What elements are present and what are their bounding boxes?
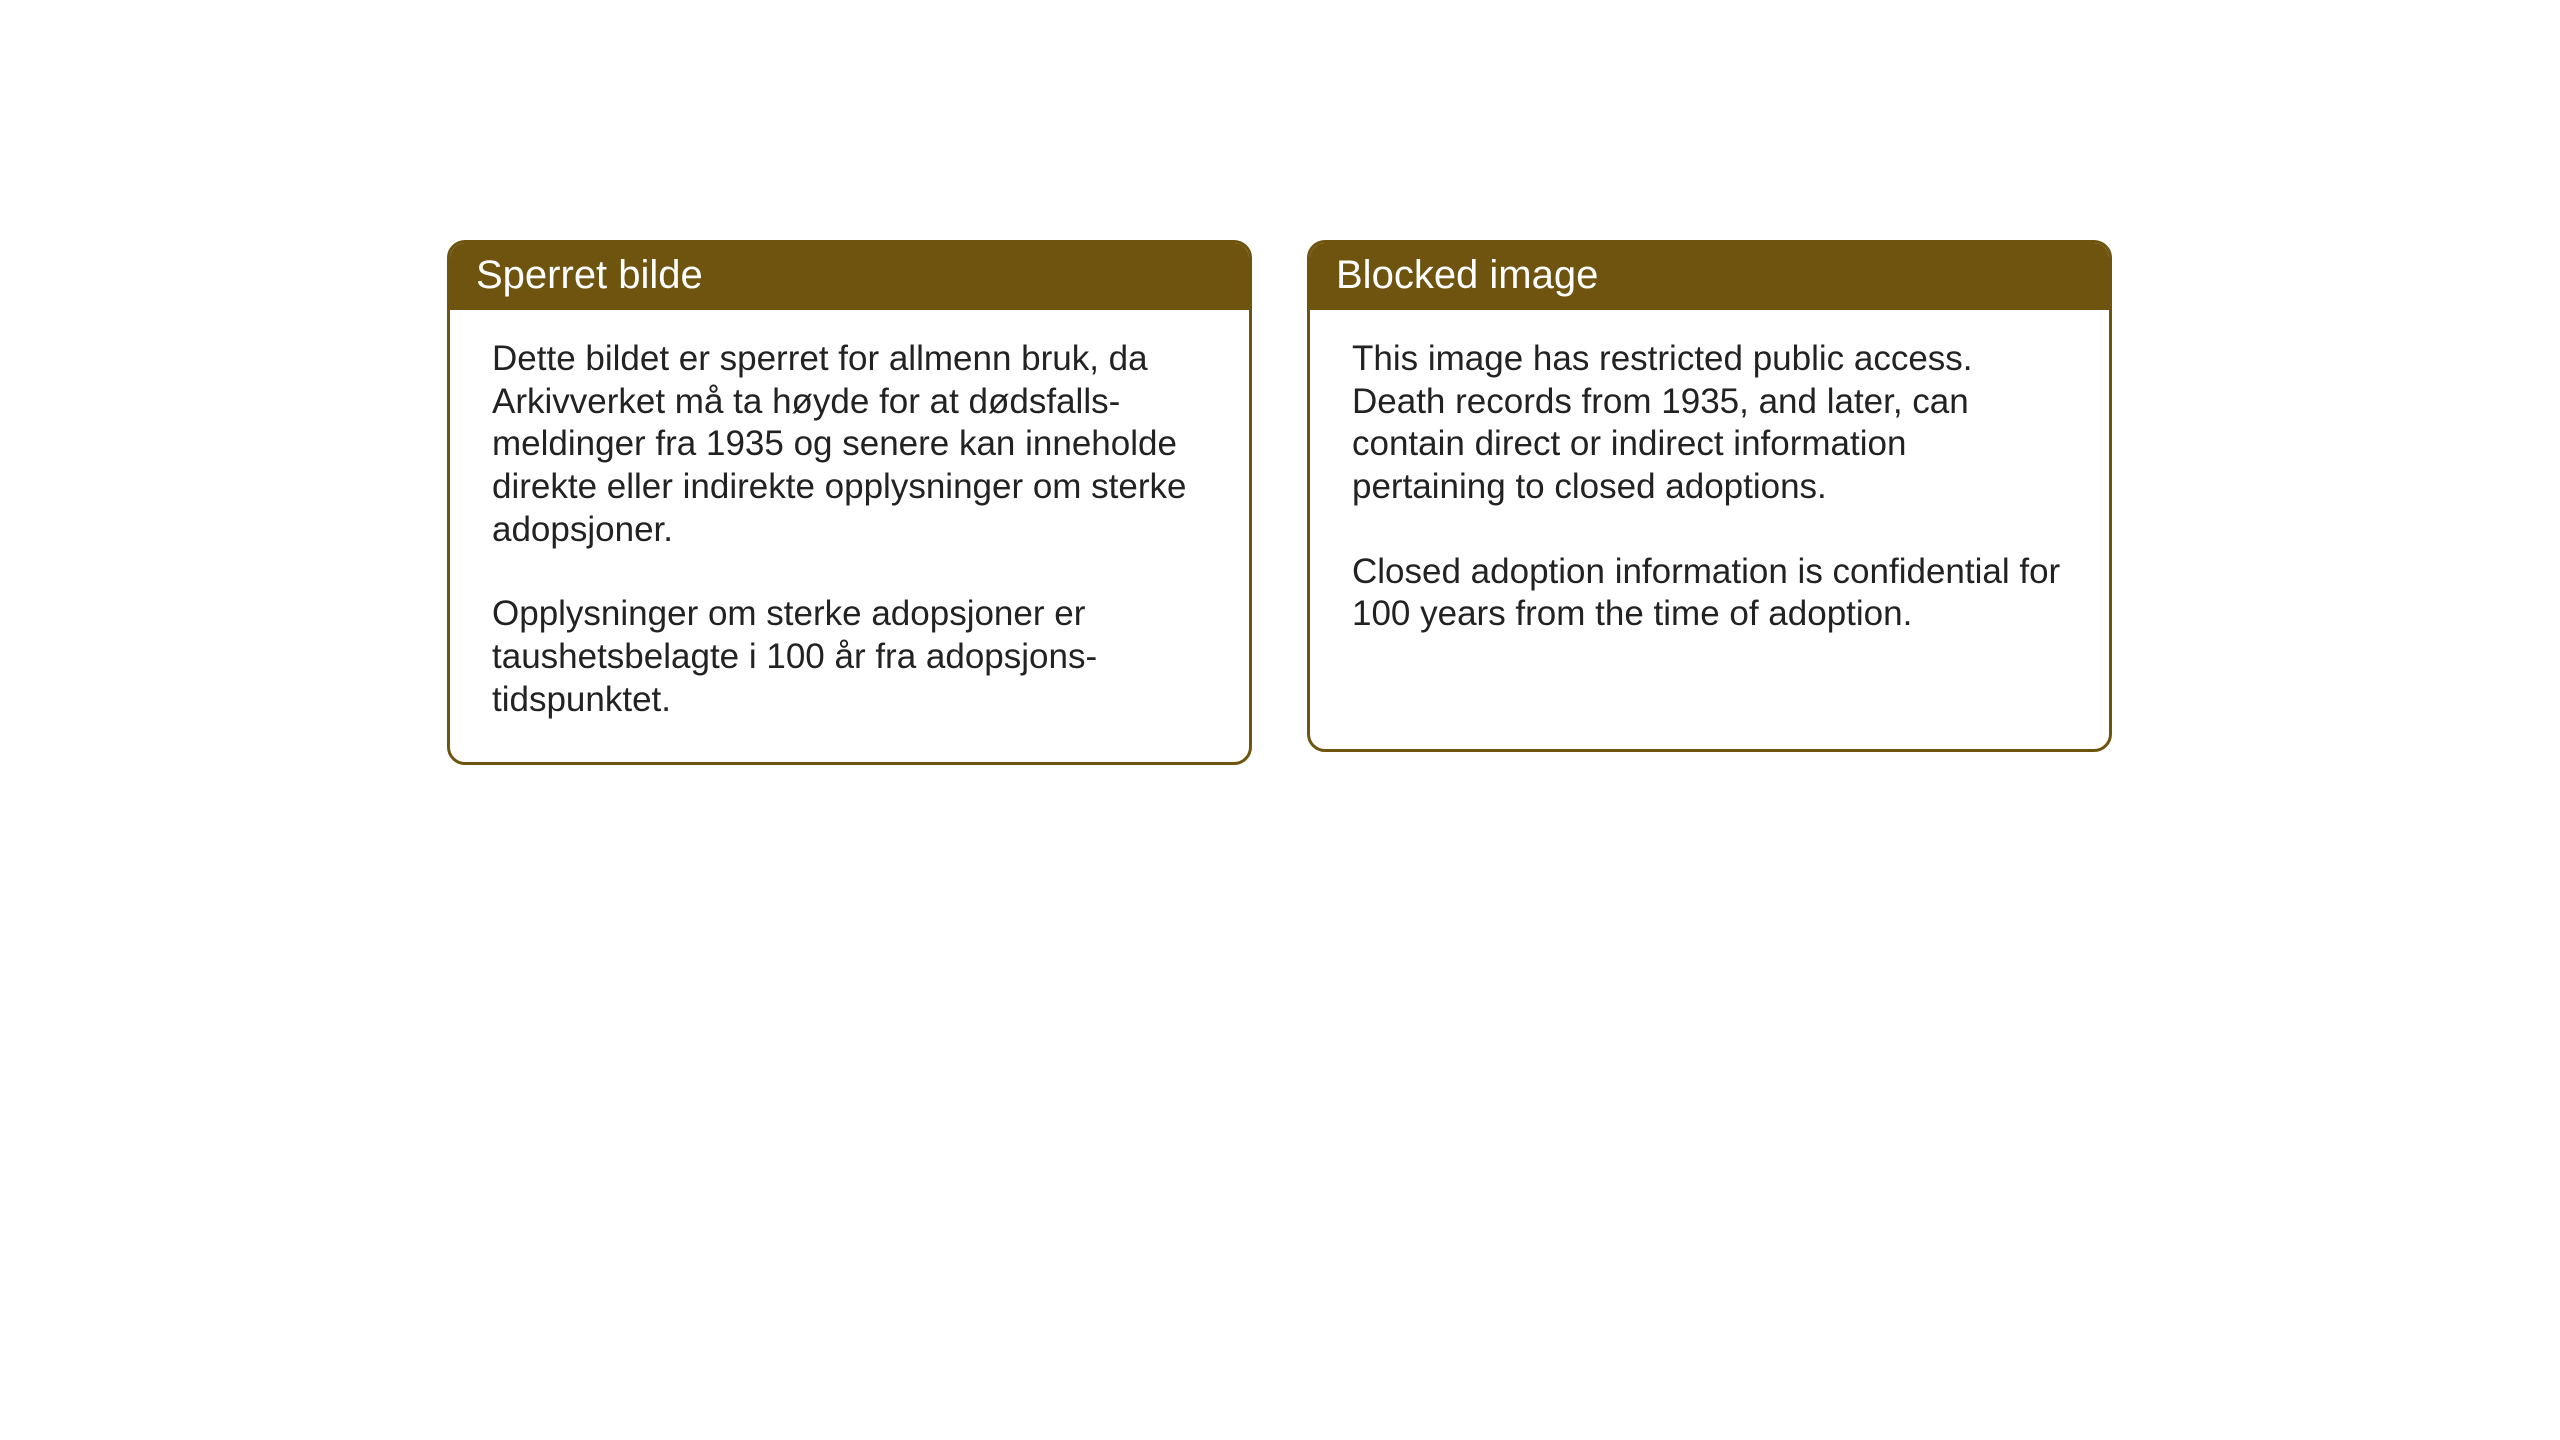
norwegian-card-body: Dette bildet er sperret for allmenn bruk… [450, 310, 1249, 762]
notice-container: Sperret bilde Dette bildet er sperret fo… [0, 0, 2560, 765]
norwegian-paragraph-1: Dette bildet er sperret for allmenn bruk… [492, 338, 1207, 551]
norwegian-paragraph-2: Opplysninger om sterke adopsjoner er tau… [492, 593, 1207, 721]
english-card-body: This image has restricted public access.… [1310, 310, 2109, 676]
norwegian-card-title: Sperret bilde [450, 243, 1249, 310]
english-paragraph-1: This image has restricted public access.… [1352, 338, 2067, 509]
english-notice-card: Blocked image This image has restricted … [1307, 240, 2112, 752]
norwegian-notice-card: Sperret bilde Dette bildet er sperret fo… [447, 240, 1252, 765]
english-card-title: Blocked image [1310, 243, 2109, 310]
english-paragraph-2: Closed adoption information is confident… [1352, 551, 2067, 636]
